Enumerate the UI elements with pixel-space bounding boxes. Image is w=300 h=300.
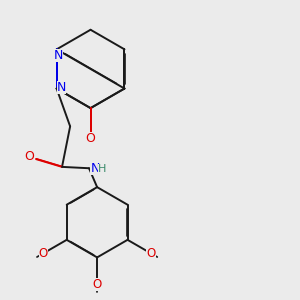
Text: N: N [53, 49, 63, 62]
Text: O: O [146, 247, 156, 260]
Text: O: O [39, 247, 48, 260]
Text: O: O [24, 150, 34, 164]
Text: N: N [57, 81, 66, 94]
Text: N: N [90, 162, 100, 175]
Text: O: O [92, 278, 102, 291]
Text: H: H [98, 164, 106, 174]
Text: O: O [85, 132, 95, 145]
